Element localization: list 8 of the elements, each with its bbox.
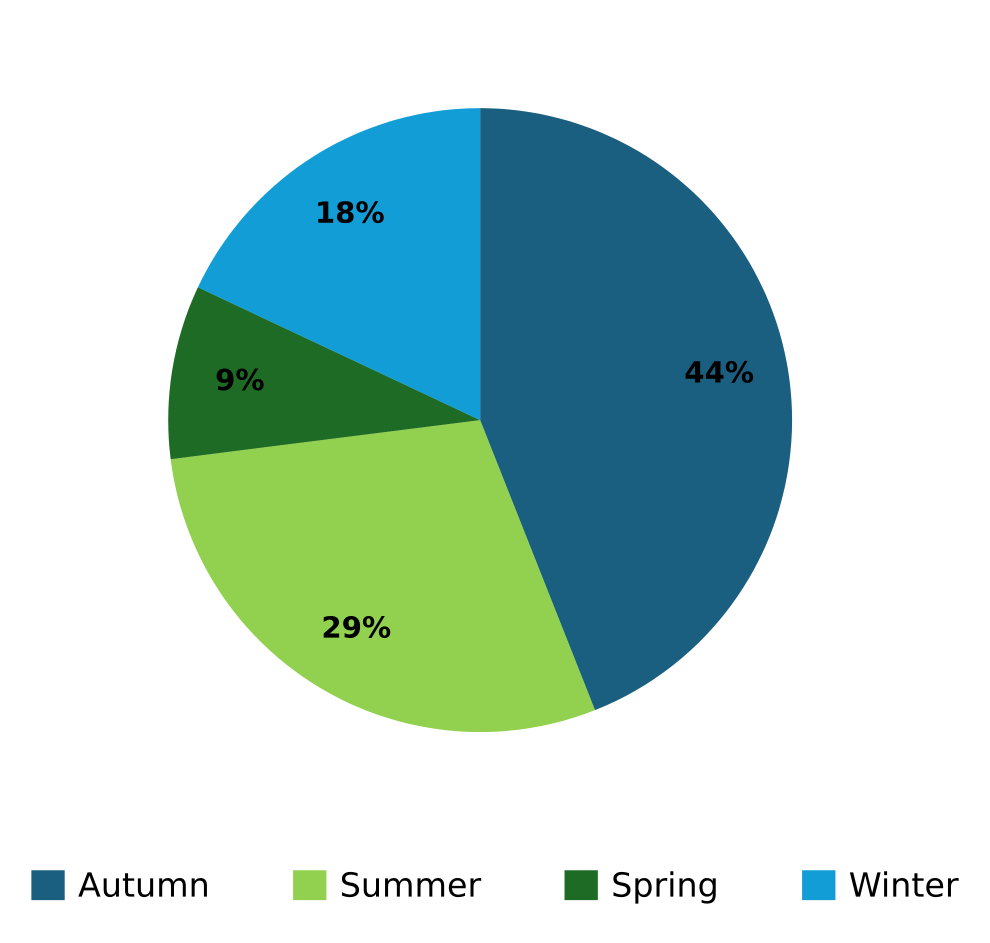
legend-label: Autumn (78, 872, 207, 898)
data-label: 29% (324, 616, 390, 638)
data-label: 44% (686, 360, 754, 383)
legend-label: Summer (342, 872, 482, 898)
legend-label: Spring (613, 871, 716, 904)
data-label: 18% (318, 201, 384, 224)
data-label: 9% (216, 368, 264, 391)
legend-label: Winter (850, 871, 959, 898)
